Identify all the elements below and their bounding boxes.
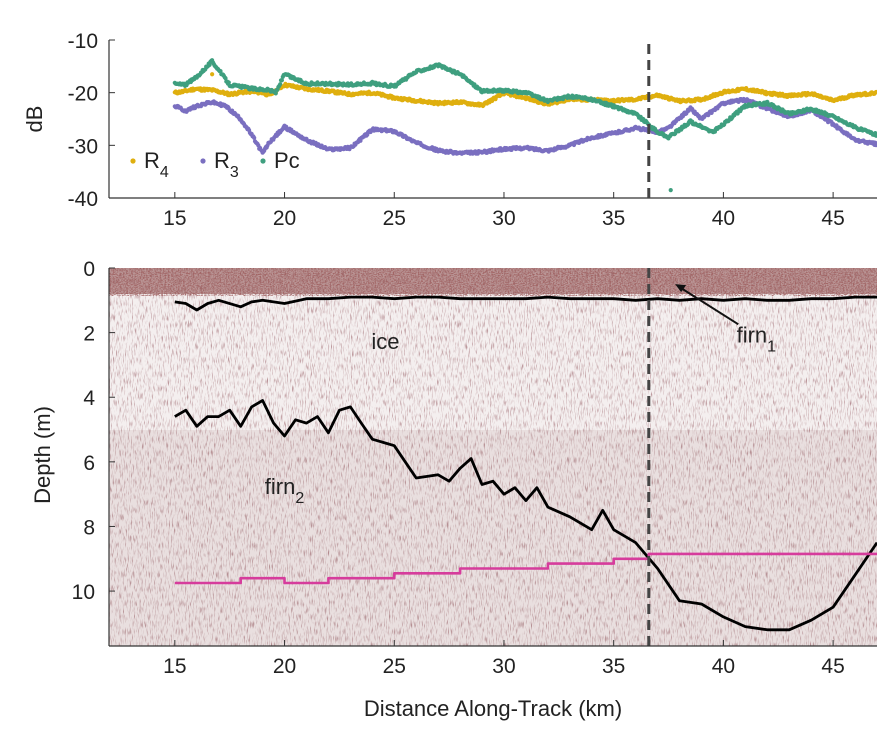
outlier-point <box>210 72 215 77</box>
bottom-x-tick-label: 25 <box>383 655 406 678</box>
series-R3 <box>172 96 877 156</box>
top-x-tick-label: 25 <box>383 207 406 230</box>
line-reference <box>174 552 877 585</box>
line-firn1 <box>174 295 877 312</box>
bottom-y-tick-label: 4 <box>83 387 95 410</box>
bottom-y-tick-label: 2 <box>83 323 95 346</box>
data-point <box>278 82 283 87</box>
line-firn2 <box>174 399 877 632</box>
data-point <box>252 135 257 140</box>
bottom-y-tick-label: 0 <box>83 258 95 281</box>
top-x-tick-label: 35 <box>602 207 625 230</box>
top-x-tick-label: 40 <box>712 207 735 230</box>
legend: R4 R3 Pc <box>130 148 300 181</box>
bottom-x-tick-label: 35 <box>602 655 625 678</box>
bottom-x-tick-label: 20 <box>273 655 296 678</box>
top-y-tick-label: -30 <box>68 135 98 158</box>
radargram-image <box>109 268 877 646</box>
top-series-layer <box>172 58 877 193</box>
top-y-ticks: -10 -20 -30 -40 <box>68 30 115 211</box>
top-axes <box>108 40 877 199</box>
legend-marker <box>130 158 136 164</box>
legend-label: R3 <box>214 148 239 181</box>
top-y-tick-label: -40 <box>68 188 98 211</box>
bottom-x-tick-label: 45 <box>821 655 844 678</box>
legend-label: R4 <box>144 148 169 181</box>
series-Pc <box>172 58 877 141</box>
top-y-axis-title: dB <box>22 106 47 133</box>
bottom-x-tick-label: 40 <box>712 655 735 678</box>
top-x-tick-label: 45 <box>821 207 844 230</box>
data-point <box>874 133 877 138</box>
bottom-x-tick-label: 15 <box>163 655 186 678</box>
data-point <box>874 89 877 95</box>
data-point <box>279 78 284 83</box>
bottom-series-layer <box>174 295 877 632</box>
firn1-arrow-head <box>675 284 687 293</box>
bottom-y-ticks: 0 2 4 6 8 10 <box>72 258 115 604</box>
bottom-x-tick-label: 30 <box>492 655 515 678</box>
legend-label-subscript: 4 <box>160 164 169 181</box>
series-R4 <box>172 81 877 109</box>
top-x-tick-label: 30 <box>492 207 515 230</box>
data-point <box>273 91 278 96</box>
backscatter-panel: -10 -20 -30 -40 15 20 25 30 35 40 45 dB R4 R3 Pc <box>22 30 877 230</box>
bottom-axes <box>108 268 877 647</box>
bottom-y-tick-label: 6 <box>83 452 95 475</box>
top-x-tick-label: 20 <box>273 207 296 230</box>
data-point <box>874 143 877 148</box>
radargram-lower-shade <box>109 430 877 646</box>
surface-noise-texture <box>109 268 877 296</box>
bottom-x-axis-title: Distance Along-Track (km) <box>364 696 622 721</box>
bottom-y-axis-title: Depth (m) <box>30 406 55 504</box>
data-point <box>223 76 228 81</box>
bottom-y-tick-label: 8 <box>83 516 95 539</box>
top-y-tick-label: -20 <box>68 83 98 106</box>
legend-marker <box>200 158 206 164</box>
top-x-ticks: 15 20 25 30 35 40 45 <box>163 192 845 230</box>
bottom-x-ticks: 15 20 25 30 35 40 45 <box>163 640 845 678</box>
top-y-tick-label: -10 <box>68 30 98 53</box>
annotation-ice: ice <box>371 329 399 354</box>
bottom-y-tick-label: 10 <box>72 581 95 604</box>
annotation-subscript: 2 <box>295 490 304 507</box>
data-point <box>226 80 231 85</box>
annotation-subscript: 1 <box>767 338 776 355</box>
legend-marker <box>260 158 266 164</box>
outlier-point <box>668 188 673 193</box>
firn1-arrow-shaft <box>680 287 739 326</box>
top-x-tick-label: 15 <box>163 207 186 230</box>
legend-label: Pc <box>274 148 300 173</box>
legend-label-subscript: 3 <box>230 164 239 181</box>
